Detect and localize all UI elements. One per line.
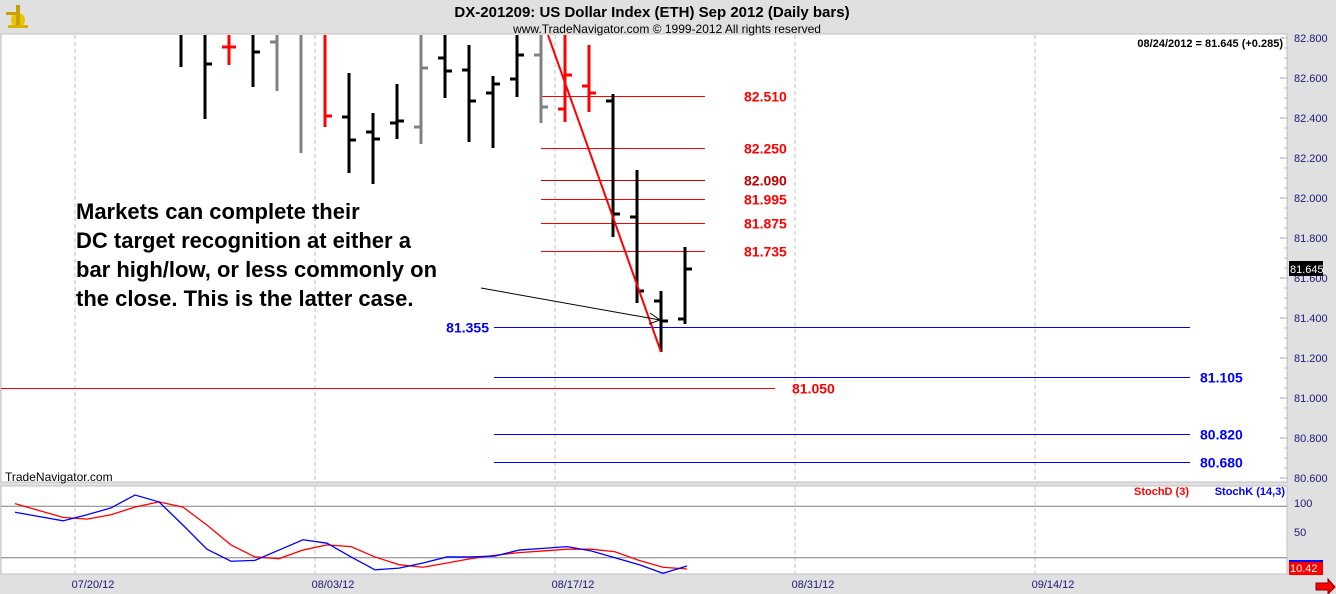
ohlc-bar [510,35,524,97]
level-label: 81.875 [744,216,787,232]
y-tick-label: 81.200 [1294,353,1328,365]
ohlc-bar [251,35,260,87]
ohlc-bar [606,94,620,237]
level-label: 81.995 [744,192,787,208]
annotation-arrow [480,287,662,325]
x-tick-label: 07/20/12 [72,579,115,591]
ohlc-bar [366,113,380,184]
annotation-line: bar high/low, or less commonly on [76,257,437,282]
ohlc-bar [270,35,279,91]
annotation-line: Markets can complete their [76,199,360,224]
ohlc-bar [678,247,692,324]
y-tick-label: 80.600 [1294,473,1328,485]
trendline [547,34,662,353]
ohlc-bar [342,73,356,173]
ohlc-bar [414,35,428,144]
ohlc-bar [390,84,404,139]
x-tick-label: 08/03/12 [312,579,355,591]
ohlc-bar [582,45,596,112]
price-panel [0,33,1288,483]
ohlc-bar [486,76,500,148]
level-label: 82.250 [744,141,787,157]
annotation-line: DC target recognition at either a [76,228,412,253]
level-label: 81.105 [1200,370,1243,386]
x-tick-label: 09/14/12 [1032,579,1075,591]
tradenavigator-logo [6,5,28,28]
ohlc-bar [630,170,644,303]
stoch-last-label: 10.42 [1290,563,1318,575]
level-label: 82.510 [744,89,787,105]
level-label: 80.820 [1200,427,1243,443]
level-label: 81.050 [792,381,835,397]
scroll-right-arrow[interactable] [1315,577,1336,594]
annotation-text: Markets can complete their DC target rec… [76,199,437,311]
ohlc-bar [654,291,668,352]
stoch-y-tick-label: 100 [1294,498,1312,510]
y-tick-label: 81.800 [1294,233,1328,245]
annotation-line: the close. This is the latter case. [76,286,413,311]
y-tick-label: 82.400 [1294,113,1328,125]
last-price-label: 81.645 [1290,264,1324,276]
stoch-last-box [1289,561,1323,576]
ohlc-bar [203,35,212,119]
level-label: 81.355 [446,320,489,336]
level-label: 82.090 [744,173,787,189]
y-tick-label: 81.400 [1294,313,1328,325]
legend-stochd: StochD (3) [1134,486,1189,498]
level-label: 81.735 [744,244,787,260]
legend-stochk: StochK (14,3) [1215,486,1286,498]
x-tick-label: 08/31/12 [792,579,835,591]
ohlc-bar [222,35,236,65]
stoch-last-box-top [1289,560,1323,563]
y-tick-label: 82.000 [1294,193,1328,205]
ohlc-bar [438,35,452,98]
y-tick-label: 81.000 [1294,393,1328,405]
ohlc-bar [323,35,332,127]
ohlc-bar [534,35,548,123]
last-quote: 08/24/2012 = 81.645 (+0.285) [1137,38,1283,50]
stoch-panel [0,485,1288,575]
ohlc-bar [558,35,572,122]
ohlc-bar [462,45,476,142]
level-label: 80.680 [1200,455,1243,471]
watermark: TradeNavigator.com [5,470,113,484]
x-tick-label: 08/17/12 [552,579,595,591]
y-tick-label: 82.800 [1294,33,1328,45]
y-tick-label: 82.200 [1294,153,1328,165]
y-tick-label: 80.800 [1294,433,1328,445]
stoch-y-tick-label: 50 [1294,527,1306,539]
copyright: www.TradeNavigator.com © 1999-2012 All r… [512,22,821,36]
y-tick-label: 82.600 [1294,73,1328,85]
last-price-box [1289,261,1323,276]
chart-title: DX-201209: US Dollar Index (ETH) Sep 201… [454,4,849,21]
